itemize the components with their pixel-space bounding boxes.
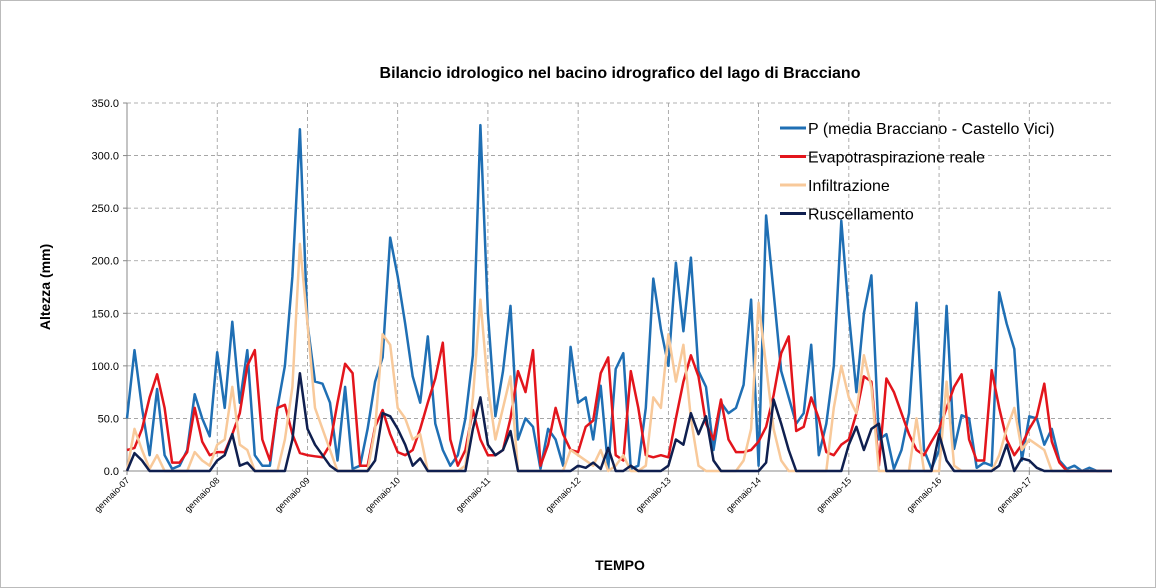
chart-title: Bilancio idrologico nel bacino idrografi… xyxy=(380,65,861,82)
series-line xyxy=(125,123,1112,473)
series-line xyxy=(125,371,1112,473)
y-tick-label: 200.0 xyxy=(91,256,119,268)
y-tick-label: 350.0 xyxy=(91,98,119,110)
y-tick-label: 50.0 xyxy=(98,413,119,425)
legend-label: P (media Bracciano - Castello Vici) xyxy=(808,121,1055,138)
legend-label: Evapotraspirazione reale xyxy=(808,150,985,167)
y-tick-label: 300.0 xyxy=(91,151,119,163)
legend-label: Ruscellamento xyxy=(808,207,914,224)
y-tick-label: 100.0 xyxy=(91,361,119,373)
x-axis-label: TEMPO xyxy=(595,557,645,573)
y-tick-label: 0.0 xyxy=(104,466,119,478)
series-line xyxy=(125,242,1112,473)
y-tick-label: 250.0 xyxy=(91,203,119,215)
y-tick-label: 150.0 xyxy=(91,308,119,320)
legend-label: Infiltrazione xyxy=(808,178,890,195)
y-axis-label: Altezza (mm) xyxy=(37,244,53,330)
